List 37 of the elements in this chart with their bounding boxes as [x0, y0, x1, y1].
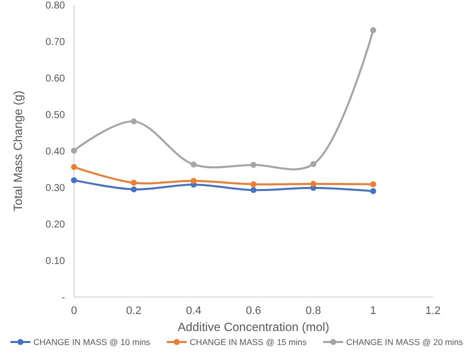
x-tick-label: 1.2 — [425, 305, 441, 317]
point — [370, 188, 376, 194]
legend-label: CHANGE IN MASS @ 10 mins — [33, 336, 150, 347]
y-tick-label: - — [62, 292, 65, 304]
point — [370, 181, 376, 188]
y-tick-label: 0.40 — [46, 146, 66, 158]
point — [190, 178, 197, 184]
point — [130, 186, 137, 192]
point — [190, 162, 197, 168]
point — [130, 118, 137, 124]
point — [310, 180, 316, 187]
point — [370, 27, 376, 34]
x-tick-label: 0.2 — [126, 305, 142, 317]
point — [310, 161, 316, 168]
y-tick-label: 0.50 — [46, 110, 66, 121]
x-axis-title: Additive Concentration (mol) — [178, 320, 330, 334]
y-tick-label: 0.70 — [46, 37, 66, 48]
point — [250, 162, 256, 168]
point — [71, 164, 77, 170]
x-tick-label: 0.6 — [246, 305, 262, 317]
legend-label: CHANGE IN MASS @ 15 mins — [190, 336, 307, 347]
y-tick-label: 0.80 — [46, 0, 66, 12]
point — [250, 187, 256, 194]
x-tick-label: 0.4 — [186, 305, 202, 317]
point — [250, 181, 256, 188]
x-tick-label: 0 — [70, 305, 78, 317]
y-tick-label: 0.60 — [46, 74, 66, 84]
point — [130, 180, 137, 186]
y-tick-label: 0.10 — [46, 256, 66, 267]
x-tick-label: 0.8 — [306, 305, 321, 317]
legend-label: CHANGE IN MASS @ 20 mins — [346, 336, 463, 347]
x-tick-label: 1 — [370, 305, 376, 317]
y-tick-label: 0.20 — [46, 220, 66, 230]
point — [71, 148, 77, 154]
y-axis-title: Total Mass Change (g) — [11, 90, 25, 212]
point — [71, 177, 77, 184]
y-tick-label: 0.30 — [46, 183, 66, 194]
